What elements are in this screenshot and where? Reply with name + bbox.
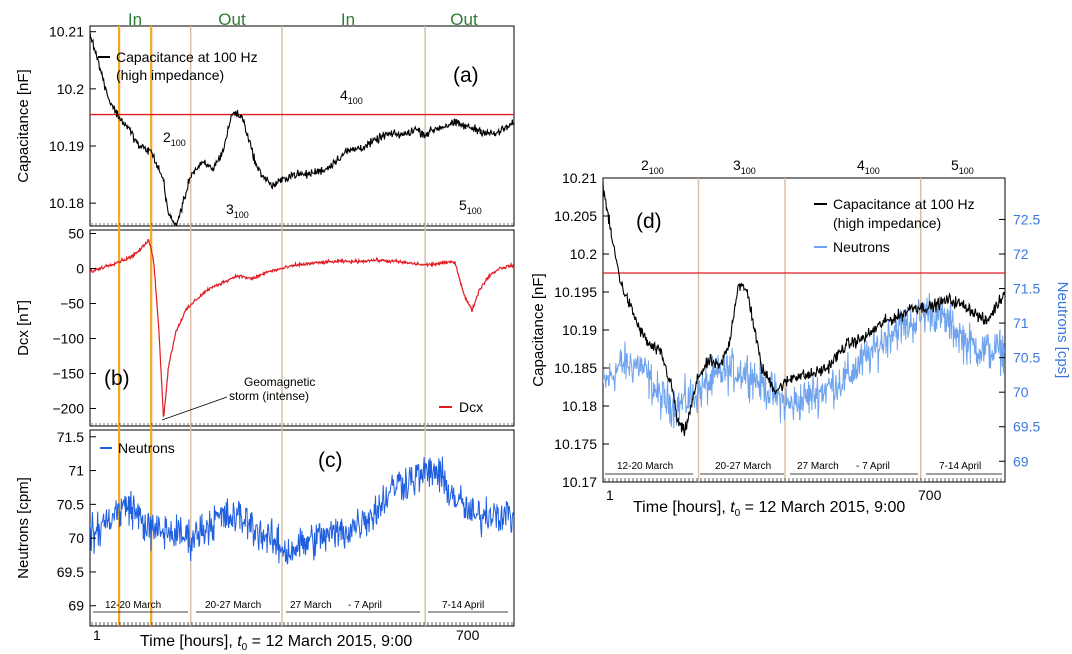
panel-b-ytick-tick-label: −150 — [52, 366, 84, 382]
panel-a-frame — [89, 25, 515, 227]
in-out-label: Out — [218, 10, 246, 29]
left-xlabel: Time [hours], t0 = 12 March 2015, 9:00 — [140, 633, 412, 653]
period-label: 12-20 March — [105, 600, 161, 611]
panel-b-ytick-tick-label: −100 — [52, 331, 84, 347]
in-out-label: Out — [450, 10, 478, 29]
panel-c-label: (c) — [318, 449, 343, 472]
panel-b-ytick-tick-label: 0 — [76, 261, 84, 277]
top-marker: 3100 — [733, 157, 756, 176]
right-xlabel: Time [hours], t0 = 12 March 2015, 9:00 — [633, 499, 905, 519]
top-marker: 4100 — [857, 157, 880, 176]
panel-a-ytick-tick-label: 10.18 — [49, 195, 84, 211]
panel-d-ytick-right-tick-label: 69 — [1013, 453, 1029, 469]
top-marker: 2100 — [641, 157, 664, 176]
panel-c-ylabel: Neutrons [cpm] — [15, 477, 32, 579]
period-label: 7-14 April — [442, 600, 484, 611]
sector-marker: 5100 — [459, 197, 482, 216]
plot-backgrounds — [89, 25, 1006, 627]
panel-b-ytick-tick-label: −50 — [60, 296, 84, 312]
panel-a-legend-line1: Capacitance at 100 Hz — [116, 49, 258, 65]
in-out-label: In — [128, 10, 142, 29]
panel-c-ytick-tick-label: 70 — [68, 530, 84, 546]
panel-d-ytick-left-tick-label: 10.19 — [562, 322, 597, 338]
axis-ticks: 10.2110.210.1910.18500−50−100−150−20071.… — [49, 24, 1040, 626]
right-period-bar: 12-20 March 20-27 March 27 March - 7 Apr… — [605, 461, 1002, 475]
right-xtick-label: 1 — [606, 487, 614, 503]
data-series — [90, 31, 1005, 565]
panel-d-ytick-right-tick-label: 71.5 — [1013, 281, 1040, 297]
panel-d-ytick-left-tick-label: 10.17 — [562, 474, 597, 490]
panel-d-legend-line2: (high impedance) — [833, 215, 941, 231]
storm-annotation-line1: Geomagnetic — [244, 375, 315, 389]
capacitance-series-d — [603, 181, 1005, 437]
panel-d-ytick-left-tick-label: 10.175 — [554, 436, 597, 452]
panel-c-ytick-tick-label: 71 — [68, 463, 84, 479]
panel-d-ytick-right-tick-label: 72.5 — [1013, 211, 1040, 227]
left-xtick-label: 700 — [456, 627, 480, 643]
sector-marker: 4100 — [340, 87, 363, 106]
panel-d-label: (d) — [636, 210, 662, 233]
panel-b-label: (b) — [104, 367, 130, 390]
left-xtick-label: 1 — [93, 627, 101, 643]
panel-b-ytick-tick-label: 50 — [68, 226, 84, 242]
sector-marker: 3100 — [226, 201, 249, 220]
dcx-series — [90, 239, 514, 418]
period-label: 27 March — [290, 600, 332, 611]
panel-b-ylabel: Dcx [nT] — [15, 300, 32, 356]
panel-d-ytick-left-tick-label: 10.185 — [554, 360, 597, 376]
panel-c-ytick-tick-label: 69.5 — [57, 564, 84, 580]
panel-a-ylabel: Capacitance [nF] — [15, 69, 32, 182]
panel-d-legend-line1: Capacitance at 100 Hz — [833, 196, 975, 212]
period-label: - 7 April — [856, 461, 890, 472]
panel-b-ytick-tick-label: −200 — [52, 401, 84, 417]
panel-d-ytick-left-tick-label: 10.2 — [570, 246, 597, 262]
panel-c-ytick-tick-label: 71.5 — [57, 429, 84, 445]
vertical-guides — [90, 26, 1005, 626]
sector-marker: 2100 — [163, 129, 186, 148]
period-label: - 7 April — [348, 600, 382, 611]
panel-a-ytick-tick-label: 10.21 — [49, 24, 84, 40]
panel-a-legend-line2: (high impedance) — [116, 67, 224, 83]
period-label: 12-20 March — [617, 461, 673, 472]
panel-c-legend-label: Neutrons — [118, 440, 175, 456]
storm-annotation-line2: storm (intense) — [229, 389, 309, 403]
right-xtick-label: 700 — [918, 487, 942, 503]
panel-b-legend-label: Dcx — [459, 399, 483, 415]
storm-annotation-pointer — [161, 396, 228, 421]
panel-d-legend-line3: Neutrons — [833, 239, 890, 255]
left-period-bar: 12-20 March 20-27 March 27 March - 7 Apr… — [93, 600, 508, 613]
panel-d-ytick-left-tick-label: 10.21 — [562, 170, 597, 186]
panel-a-ytick-tick-label: 10.19 — [49, 138, 84, 154]
panel-a-ytick-tick-label: 10.2 — [57, 81, 84, 97]
panel-d-ytick-right-tick-label: 70.5 — [1013, 350, 1040, 366]
top-marker: 5100 — [951, 157, 974, 176]
period-label: 20-27 March — [205, 600, 261, 611]
in-out-label: In — [341, 10, 355, 29]
panel-d-ytick-left-tick-label: 10.205 — [554, 208, 597, 224]
neutrons-series-c — [90, 456, 514, 565]
neutrons-series-d — [603, 293, 1005, 429]
panel-d-ytick-right-tick-label: 71 — [1013, 315, 1029, 331]
period-label: 20-27 March — [715, 461, 771, 472]
panel-b-frame — [89, 229, 515, 427]
panel-d-ytick-left-tick-label: 10.18 — [562, 398, 597, 414]
panel-a-label: (a) — [453, 64, 479, 87]
panel-d-ytick-right-tick-label: 69.5 — [1013, 419, 1040, 435]
panel-d-ytick-right-tick-label: 70 — [1013, 384, 1029, 400]
capacitance-series-a — [90, 31, 514, 226]
panel-c-ytick-tick-label: 69 — [68, 598, 84, 614]
panel-d-ytick-right-tick-label: 72 — [1013, 246, 1029, 262]
period-label: 7-14 April — [939, 461, 981, 472]
panel-d-ylabel-right: Neutrons [cps] — [1054, 282, 1071, 379]
panel-d-ytick-left-tick-label: 10.195 — [554, 284, 597, 300]
panel-c-ytick-tick-label: 70.5 — [57, 496, 84, 512]
period-label: 27 March — [797, 461, 839, 472]
panel-d-ylabel-left: Capacitance [nF] — [530, 273, 547, 386]
